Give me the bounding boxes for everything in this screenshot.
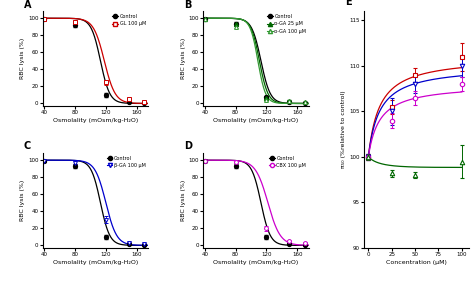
Y-axis label: RBC lysis (%): RBC lysis (%) — [181, 38, 186, 79]
X-axis label: Osmolality (mOsm/kg-H₂O): Osmolality (mOsm/kg-H₂O) — [213, 118, 299, 123]
Legend: Control, α-GA 25 μM, α-GA 100 μM: Control, α-GA 25 μM, α-GA 100 μM — [267, 14, 306, 34]
Y-axis label: RBC lysis (%): RBC lysis (%) — [20, 38, 25, 79]
Legend: Control, CBX 100 μM: Control, CBX 100 μM — [269, 156, 306, 168]
Y-axis label: π₅₀ (%relative to control): π₅₀ (%relative to control) — [341, 91, 346, 168]
Y-axis label: RBC lysis (%): RBC lysis (%) — [20, 180, 25, 221]
X-axis label: Osmolality (mOsm/kg-H₂O): Osmolality (mOsm/kg-H₂O) — [213, 260, 299, 265]
Legend: Control, GL 100 μM: Control, GL 100 μM — [112, 14, 146, 26]
Text: C: C — [24, 141, 31, 151]
Text: E: E — [345, 0, 351, 7]
Text: B: B — [184, 0, 191, 9]
X-axis label: Osmolality (mOsm/kg-H₂O): Osmolality (mOsm/kg-H₂O) — [53, 260, 138, 265]
Text: A: A — [24, 0, 31, 9]
X-axis label: Osmolality (mOsm/kg-H₂O): Osmolality (mOsm/kg-H₂O) — [53, 118, 138, 123]
Y-axis label: RBC lysis (%): RBC lysis (%) — [181, 180, 186, 221]
Legend: Control, β-GA 100 μM: Control, β-GA 100 μM — [107, 156, 146, 168]
X-axis label: Concentration (μM): Concentration (μM) — [386, 260, 447, 265]
Text: D: D — [184, 141, 192, 151]
